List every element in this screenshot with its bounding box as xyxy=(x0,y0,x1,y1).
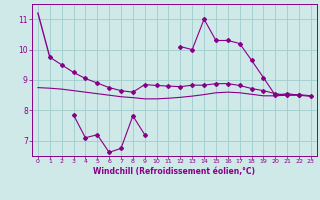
X-axis label: Windchill (Refroidissement éolien,°C): Windchill (Refroidissement éolien,°C) xyxy=(93,167,255,176)
